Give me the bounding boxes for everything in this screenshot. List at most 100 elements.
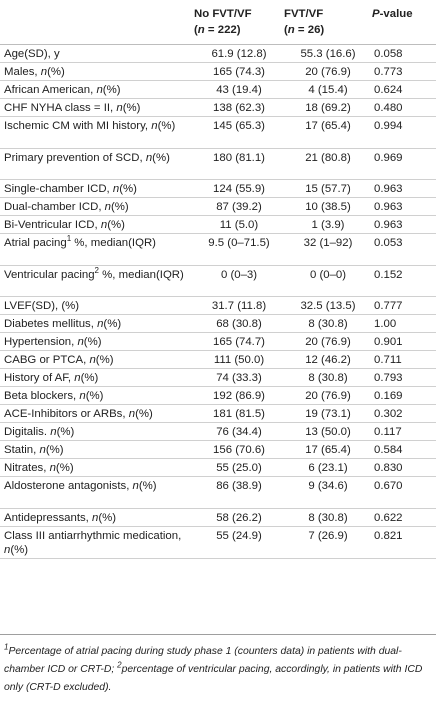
row-label: Aldosterone antagonists, n(%) — [0, 476, 194, 509]
row-p-value: 0.830 — [372, 458, 436, 477]
row-label: LVEF(SD), (%) — [0, 296, 194, 315]
row-label: Primary prevention of SCD, n(%) — [0, 148, 194, 180]
row-p-value: 0.053 — [372, 233, 436, 266]
row-label: Dual-chamber ICD, n(%) — [0, 197, 194, 216]
row-no-fvt-value: 68 (30.8) — [194, 314, 284, 333]
row-no-fvt-value: 87 (39.2) — [194, 197, 284, 216]
row-no-fvt-value: 0 (0–3) — [194, 265, 284, 297]
row-label: Diabetes mellitus, n(%) — [0, 314, 194, 333]
table-row: Dual-chamber ICD, n(%) 87 (39.2) 10 (38.5)… — [0, 197, 436, 216]
row-no-fvt-value: 43 (19.4) — [194, 80, 284, 99]
row-label: Digitalis. n(%) — [0, 422, 194, 441]
header-fvt-title: FVT/VF — [284, 8, 324, 20]
row-no-fvt-value: 180 (81.1) — [194, 148, 284, 180]
row-fvt-value: 15 (57.7) — [284, 179, 372, 198]
row-no-fvt-value: 58 (26.2) — [194, 508, 284, 527]
row-no-fvt-value: 74 (33.3) — [194, 368, 284, 387]
table-row: Aldosterone antagonists, n(%) 86 (38.9) 9 … — [0, 476, 436, 509]
row-label: African American, n(%) — [0, 80, 194, 99]
row-p-value: 0.963 — [372, 179, 436, 198]
row-label: ACE-Inhibitors or ARBs, n(%) — [0, 404, 194, 423]
table-row: LVEF(SD), (%) 31.7 (11.8) 32.5 (13.5) 0.777 — [0, 296, 436, 315]
row-label: Statin, n(%) — [0, 440, 194, 459]
row-fvt-value: 0 (0–0) — [284, 265, 372, 297]
row-p-value: 0.969 — [372, 148, 436, 180]
row-no-fvt-value: 138 (62.3) — [194, 98, 284, 117]
row-p-value: 0.624 — [372, 80, 436, 99]
table-row: Statin, n(%) 156 (70.6) 17 (65.4) 0.584 — [0, 440, 436, 459]
row-fvt-value: 20 (76.9) — [284, 62, 372, 81]
header-variable — [0, 0, 194, 45]
row-fvt-value: 4 (15.4) — [284, 80, 372, 99]
row-label: History of AF, n(%) — [0, 368, 194, 387]
row-label: Age(SD), y — [0, 44, 194, 63]
row-p-value: 0.777 — [372, 296, 436, 315]
table-row: CABG or PTCA, n(%) 111 (50.0) 12 (46.2) 0.7… — [0, 350, 436, 369]
table-header-row: No FVT/VF (n = 222) FVT/VF (n = 26) P-va… — [0, 0, 436, 45]
table-row: Bi-Ventricular ICD, n(%) 11 (5.0) 1 (3.9) 0… — [0, 215, 436, 234]
row-no-fvt-value: 181 (81.5) — [194, 404, 284, 423]
row-fvt-value: 17 (65.4) — [284, 440, 372, 459]
row-label: Bi-Ventricular ICD, n(%) — [0, 215, 194, 234]
table-row: Single-chamber ICD, n(%) 124 (55.9) 15 (57… — [0, 179, 436, 198]
table-row: Diabetes mellitus, n(%) 68 (30.8) 8 (30.8)… — [0, 314, 436, 333]
row-label: Class III antiarrhythmic medication, n(%… — [0, 526, 194, 559]
row-fvt-value: 8 (30.8) — [284, 368, 372, 387]
row-no-fvt-value: 86 (38.9) — [194, 476, 284, 509]
row-no-fvt-value: 61.9 (12.8) — [194, 44, 284, 63]
row-label: Ventricular pacing2 %, median(IQR) — [0, 265, 194, 297]
header-fvt-n: (n = 26) — [284, 24, 325, 36]
row-fvt-value: 19 (73.1) — [284, 404, 372, 423]
row-p-value: 0.773 — [372, 62, 436, 81]
table-row: Primary prevention of SCD, n(%) 180 (81.1… — [0, 148, 436, 180]
row-fvt-value: 8 (30.8) — [284, 508, 372, 527]
row-label: CABG or PTCA, n(%) — [0, 350, 194, 369]
row-p-value: 0.480 — [372, 98, 436, 117]
header-fvt: FVT/VF (n = 26) — [284, 0, 372, 45]
row-p-value: 0.821 — [372, 526, 436, 559]
row-p-value: 1.00 — [372, 314, 436, 333]
row-fvt-value: 32 (1–92) — [284, 233, 372, 266]
table-body: Age(SD), y 61.9 (12.8) 55.3 (16.6) 0.058 Mal… — [0, 44, 436, 559]
table-row: Atrial pacing1 %, median(IQR) 9.5 (0–71.5… — [0, 233, 436, 266]
row-label: Beta blockers, n(%) — [0, 386, 194, 405]
row-no-fvt-value: 156 (70.6) — [194, 440, 284, 459]
header-no-fvt-title: No FVT/VF — [194, 8, 252, 20]
row-p-value: 0.152 — [372, 265, 436, 297]
row-no-fvt-value: 55 (24.9) — [194, 526, 284, 559]
row-p-value: 0.963 — [372, 197, 436, 216]
row-fvt-value: 20 (76.9) — [284, 332, 372, 351]
row-fvt-value: 7 (26.9) — [284, 526, 372, 559]
table-row: History of AF, n(%) 74 (33.3) 8 (30.8) 0.79… — [0, 368, 436, 387]
table-row: Age(SD), y 61.9 (12.8) 55.3 (16.6) 0.058 — [0, 44, 436, 63]
table-row: Digitalis. n(%) 76 (34.4) 13 (50.0) 0.117 — [0, 422, 436, 441]
table-row: Ischemic CM with MI history, n(%) 145 (65… — [0, 116, 436, 149]
row-label: Males, n(%) — [0, 62, 194, 81]
row-no-fvt-value: 31.7 (11.8) — [194, 296, 284, 315]
row-no-fvt-value: 111 (50.0) — [194, 350, 284, 369]
header-pvalue: P-value — [372, 0, 436, 45]
row-p-value: 0.901 — [372, 332, 436, 351]
row-no-fvt-value: 145 (65.3) — [194, 116, 284, 149]
row-fvt-value: 1 (3.9) — [284, 215, 372, 234]
row-no-fvt-value: 124 (55.9) — [194, 179, 284, 198]
row-label: Antidepressants, n(%) — [0, 508, 194, 527]
row-no-fvt-value: 192 (86.9) — [194, 386, 284, 405]
row-p-value: 0.622 — [372, 508, 436, 527]
row-label: Atrial pacing1 %, median(IQR) — [0, 233, 194, 266]
row-label: Hypertension, n(%) — [0, 332, 194, 351]
row-fvt-value: 6 (23.1) — [284, 458, 372, 477]
row-fvt-value: 55.3 (16.6) — [284, 44, 372, 63]
row-p-value: 0.058 — [372, 44, 436, 63]
row-fvt-value: 10 (38.5) — [284, 197, 372, 216]
table-row: ACE-Inhibitors or ARBs, n(%) 181 (81.5) 19… — [0, 404, 436, 423]
row-fvt-value: 9 (34.6) — [284, 476, 372, 509]
row-no-fvt-value: 11 (5.0) — [194, 215, 284, 234]
table-row: Nitrates, n(%) 55 (25.0) 6 (23.1) 0.830 — [0, 458, 436, 477]
row-label: Nitrates, n(%) — [0, 458, 194, 477]
row-no-fvt-value: 76 (34.4) — [194, 422, 284, 441]
row-p-value: 0.793 — [372, 368, 436, 387]
row-p-value: 0.584 — [372, 440, 436, 459]
row-p-value: 0.963 — [372, 215, 436, 234]
